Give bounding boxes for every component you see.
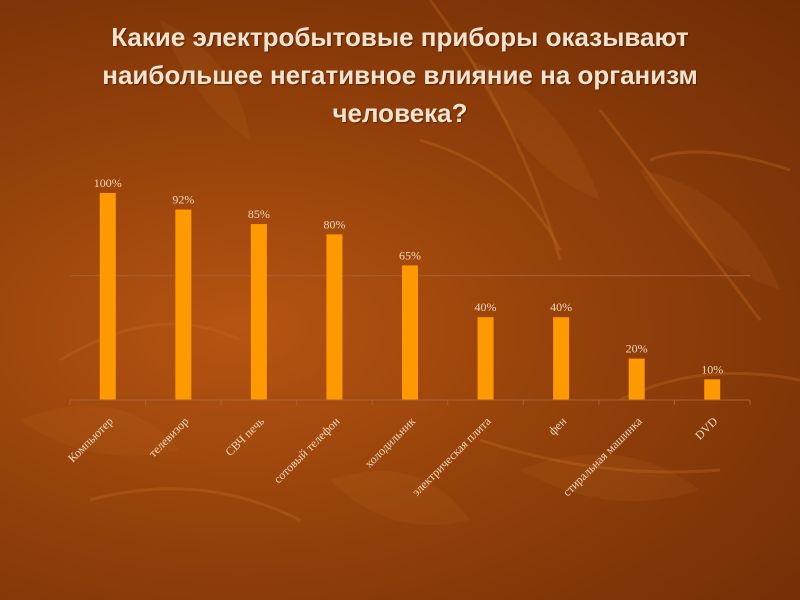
chart-bars bbox=[99, 193, 721, 400]
bar-4 bbox=[402, 265, 418, 400]
category-label: СВЧ печь bbox=[222, 414, 267, 459]
bar-1 bbox=[175, 209, 192, 400]
slide-title: Какие электробытовые приборы оказывают н… bbox=[102, 22, 698, 128]
bar-value-label: 40% bbox=[475, 300, 497, 314]
category-label: электрическая плита bbox=[409, 414, 494, 499]
bar-value-label: 80% bbox=[323, 217, 345, 231]
bar-3 bbox=[326, 234, 343, 400]
bar-value-label: 65% bbox=[399, 248, 421, 262]
chart-category-labels: Компьютер телевизор СВЧ печь сотовый телефо… bbox=[65, 414, 721, 499]
bar-7 bbox=[628, 358, 645, 400]
bar-value-label: 85% bbox=[248, 207, 270, 221]
bar-value-label: 40% bbox=[550, 300, 572, 314]
bar-8 bbox=[704, 379, 721, 400]
bar-5 bbox=[477, 317, 494, 400]
category-label: телевизор bbox=[146, 414, 192, 460]
chart-value-labels: 100% 92% 85% 80% 65% 40% 40% 20% 10% bbox=[94, 176, 723, 376]
category-label: Компьютер bbox=[65, 414, 116, 465]
category-label: сотовый телефон bbox=[271, 414, 343, 486]
bar-value-label: 10% bbox=[701, 362, 723, 376]
bar-value-label: 20% bbox=[626, 342, 648, 356]
bar-2 bbox=[250, 224, 267, 400]
category-label: фен bbox=[546, 414, 570, 438]
bar-0 bbox=[99, 193, 116, 400]
bar-value-label: 92% bbox=[172, 193, 194, 207]
category-label: стиральная машинка bbox=[560, 414, 645, 499]
bar-value-label: 100% bbox=[94, 176, 122, 190]
category-label: холодильник bbox=[362, 414, 418, 470]
chart-x-axis bbox=[69, 399, 751, 405]
category-label: DVD bbox=[692, 414, 721, 443]
bar-6 bbox=[553, 317, 570, 400]
